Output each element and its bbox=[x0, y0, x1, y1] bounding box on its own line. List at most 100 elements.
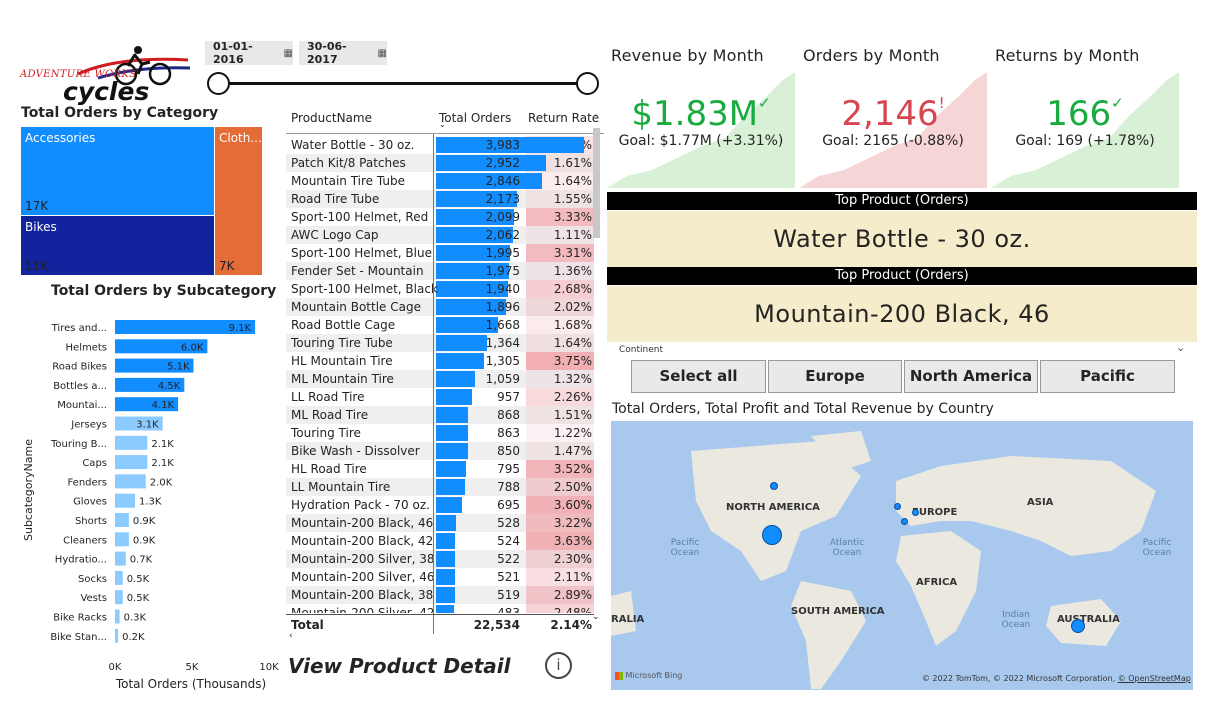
slider-start-handle[interactable] bbox=[207, 72, 230, 95]
map-bubble-united-states[interactable] bbox=[762, 525, 782, 545]
table-row[interactable]: 1.51% ML Road Tire 868 bbox=[286, 406, 594, 424]
table-row[interactable]: 2.30% Mountain-200 Silver, 38 522 bbox=[286, 550, 594, 568]
subcategory-bar[interactable] bbox=[115, 513, 129, 527]
treemap-cell-accessories[interactable]: Accessories 17K bbox=[21, 127, 214, 215]
calendar-icon[interactable]: ▦ bbox=[377, 47, 387, 59]
total-orders-value: 957 bbox=[497, 390, 520, 404]
return-rate-cell: 1.55% bbox=[526, 190, 594, 208]
subcategory-bar[interactable] bbox=[115, 551, 126, 566]
table-row[interactable]: 1.36% Fender Set - Mountain 1,975 bbox=[286, 262, 594, 280]
table-row[interactable]: 2.26% LL Road Tire 957 bbox=[286, 388, 594, 406]
kpi-title: Returns by Month bbox=[995, 46, 1140, 65]
table-row[interactable]: 3.52% HL Road Tire 795 bbox=[286, 460, 594, 478]
table-row[interactable]: 1.64% Mountain Tire Tube 2,846 bbox=[286, 172, 594, 190]
subcategory-bar[interactable] bbox=[115, 320, 256, 334]
map-bubble-united-kingdom[interactable] bbox=[894, 503, 901, 510]
return-rate-value: 2.68% bbox=[553, 282, 592, 296]
table-row[interactable]: 2.89% Mountain-200 Black, 38 519 bbox=[286, 586, 594, 604]
map-label-pacific-ocean: Pacific Ocean bbox=[1142, 538, 1172, 558]
end-date-input[interactable]: 30-06-2017 ▦ bbox=[299, 40, 387, 66]
subcategory-bar[interactable] bbox=[115, 377, 185, 392]
product-table[interactable]: ProductName Total Orders Return Rate ⌄ 1… bbox=[286, 106, 604, 641]
country-map[interactable]: NORTH AMERICA EUROPE ASIA AFRICA SOUTH A… bbox=[611, 421, 1193, 690]
subcategory-bar[interactable] bbox=[115, 358, 194, 373]
treemap-value: 11K bbox=[25, 259, 49, 273]
subcategory-bar[interactable] bbox=[115, 570, 123, 585]
start-date-input[interactable]: 01-01-2016 ▦ bbox=[205, 40, 293, 66]
microsoft-logo-icon bbox=[615, 671, 623, 680]
table-row[interactable]: 2.02% Mountain Bottle Cage 1,896 bbox=[286, 298, 594, 316]
column-header-orders[interactable]: Total Orders bbox=[439, 111, 512, 125]
table-row[interactable]: 3.33% Sport-100 Helmet, Red 2,099 bbox=[286, 208, 594, 226]
treemap-cell-clothing[interactable]: Cloth... 7K bbox=[215, 127, 262, 275]
view-product-detail-button[interactable]: View Product Detail bbox=[288, 654, 511, 678]
table-row[interactable]: 1.22% Touring Tire 863 bbox=[286, 424, 594, 442]
subcategory-bar[interactable] bbox=[115, 493, 135, 508]
product-name: Patch Kit/8 Patches bbox=[291, 156, 406, 170]
table-row[interactable]: 3.60% Hydration Pack - 70 oz. 695 bbox=[286, 496, 594, 514]
table-row[interactable]: 1.11% AWC Logo Cap 2,062 bbox=[286, 226, 594, 244]
table-row[interactable]: 3.63% Mountain-200 Black, 42 524 bbox=[286, 532, 594, 550]
calendar-icon[interactable]: ▦ bbox=[283, 47, 293, 59]
return-rate-value: 3.22% bbox=[553, 516, 592, 530]
orders-data-bar bbox=[436, 209, 514, 225]
table-row[interactable]: 1.64% Touring Tire Tube 1,364 bbox=[286, 334, 594, 352]
info-icon[interactable]: i bbox=[545, 652, 572, 679]
table-scrollbar[interactable]: ⌃ ⌄ bbox=[592, 114, 602, 624]
continent-select-all-button[interactable]: Select all bbox=[631, 360, 766, 393]
date-range-slider[interactable] bbox=[218, 82, 586, 85]
cyclist-icon bbox=[77, 46, 191, 86]
treemap-cell-bikes[interactable]: Bikes 11K bbox=[21, 216, 214, 275]
chevron-down-icon[interactable]: ⌄ bbox=[1176, 341, 1186, 354]
table-row[interactable]: 1.61% Patch Kit/8 Patches 2,952 bbox=[286, 154, 594, 172]
column-header-rate[interactable]: Return Rate bbox=[528, 111, 600, 125]
table-row[interactable]: 3.22% Mountain-200 Black, 46 528 bbox=[286, 514, 594, 532]
subcategory-bar[interactable] bbox=[115, 435, 148, 450]
openstreetmap-link[interactable]: © OpenStreetMap bbox=[1117, 674, 1191, 683]
scroll-left-icon[interactable]: ‹ bbox=[289, 631, 293, 641]
sort-down-icon[interactable]: ⌄ bbox=[439, 120, 446, 129]
subcategory-bar[interactable] bbox=[115, 339, 208, 354]
table-row[interactable]: 3.75% HL Mountain Tire 1,305 bbox=[286, 352, 594, 370]
return-rate-value: 2.48% bbox=[553, 606, 592, 613]
chart-x-axis-label: Total Orders (Thousands) bbox=[115, 677, 266, 691]
subcategory-bar[interactable] bbox=[115, 416, 163, 431]
subcategory-bar[interactable] bbox=[115, 590, 123, 605]
subcategory-bar[interactable] bbox=[115, 628, 119, 643]
orders-data-bar bbox=[436, 191, 517, 207]
table-row[interactable]: 1.95%Water Bottle - 30 oz.3,983 bbox=[286, 136, 594, 154]
subcategory-bar[interactable] bbox=[115, 609, 120, 624]
return-rate-cell: 2.26% bbox=[526, 388, 594, 406]
scroll-down-icon[interactable]: ⌄ bbox=[592, 612, 600, 622]
table-row[interactable]: 1.47% Bike Wash - Dissolver 850 bbox=[286, 442, 594, 460]
continent-pacific-button[interactable]: Pacific bbox=[1040, 360, 1175, 393]
subcategory-label: Vests bbox=[80, 593, 107, 604]
continent-europe-button[interactable]: Europe bbox=[768, 360, 902, 393]
map-bubble-france[interactable] bbox=[901, 518, 908, 525]
subcategory-label: Hydratio... bbox=[55, 555, 107, 566]
product-name: Mountain Tire Tube bbox=[291, 174, 405, 188]
return-rate-cell: 3.22% bbox=[526, 514, 594, 532]
subcategory-bar[interactable] bbox=[115, 532, 129, 547]
table-row[interactable]: 1.32% ML Mountain Tire 1,059 bbox=[286, 370, 594, 388]
slider-end-handle[interactable] bbox=[576, 72, 599, 95]
map-bubble-germany[interactable] bbox=[912, 509, 919, 516]
subcategory-bar[interactable] bbox=[115, 455, 148, 470]
scrollbar-thumb[interactable] bbox=[593, 128, 600, 238]
return-rate-cell: 2.48% bbox=[526, 604, 594, 613]
land-greenland bbox=[811, 431, 871, 471]
map-bubble-australia[interactable] bbox=[1071, 619, 1085, 633]
table-row[interactable]: 1.55% Road Tire Tube 2,173 bbox=[286, 190, 594, 208]
table-row[interactable]: 2.48% Mountain-200 Silver, 42 483 bbox=[286, 604, 594, 613]
subcategory-bar[interactable] bbox=[115, 474, 146, 489]
continent-north-america-button[interactable]: North America bbox=[904, 360, 1038, 393]
table-row[interactable]: 2.11% Mountain-200 Silver, 46 521 bbox=[286, 568, 594, 586]
table-row[interactable]: 2.50% LL Mountain Tire 788 bbox=[286, 478, 594, 496]
column-header-product[interactable]: ProductName bbox=[291, 111, 372, 125]
table-row[interactable]: 1.68% Road Bottle Cage 1,668 bbox=[286, 316, 594, 334]
map-bubble-canada[interactable] bbox=[770, 482, 778, 490]
table-row[interactable]: 3.31% Sport-100 Helmet, Blue 1,995 bbox=[286, 244, 594, 262]
scroll-up-icon[interactable]: ⌃ bbox=[592, 114, 600, 124]
table-row[interactable]: 2.68% Sport-100 Helmet, Black 1,940 bbox=[286, 280, 594, 298]
subcategory-bar[interactable] bbox=[115, 397, 179, 412]
